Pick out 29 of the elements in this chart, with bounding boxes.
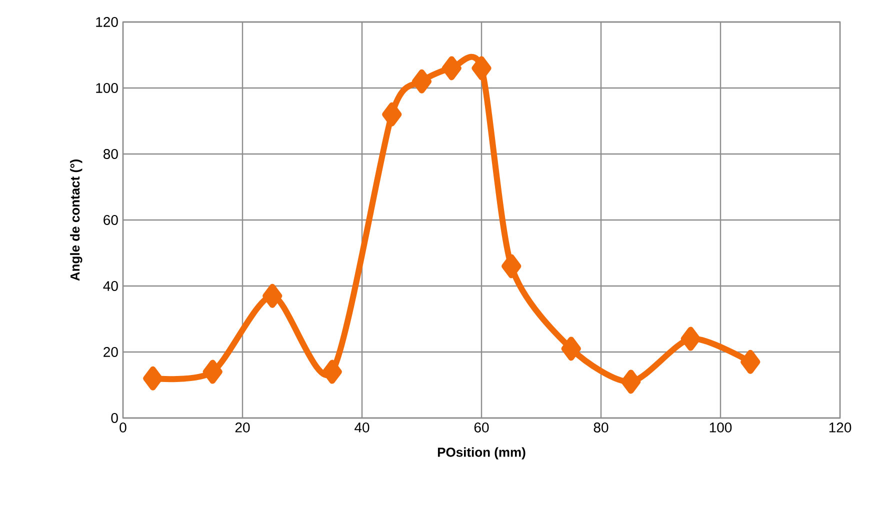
y-tick-label: 100 [96,83,118,93]
x-tick-label: 80 [594,422,608,432]
y-axis-title: Angle de contact (°) [70,160,82,281]
point [442,56,462,80]
point [502,254,522,278]
point [740,350,760,374]
point [472,56,492,80]
y-tick-label: 40 [103,281,118,291]
x-tick-label: 20 [235,422,250,432]
x-tick-label: 100 [710,422,732,432]
point [561,336,581,361]
point [262,284,282,308]
y-tick-label: 60 [104,215,118,225]
y-tick-label: 0 [111,413,118,423]
point [202,360,222,384]
y-tick-label: 20 [104,347,118,357]
point [382,102,402,126]
point [680,326,700,351]
x-tick-label: 40 [354,422,370,432]
x-tick-label: 0 [120,422,126,432]
x-tick-label: 60 [474,422,489,432]
y-tick-label: 80 [104,149,118,159]
x-tick-label: 120 [829,422,852,432]
point [412,69,432,94]
point [621,370,641,394]
y-tick-label: 120 [96,17,118,27]
point [143,366,163,390]
point [322,360,342,384]
x-axis-title: POsition (mm) [438,447,526,460]
